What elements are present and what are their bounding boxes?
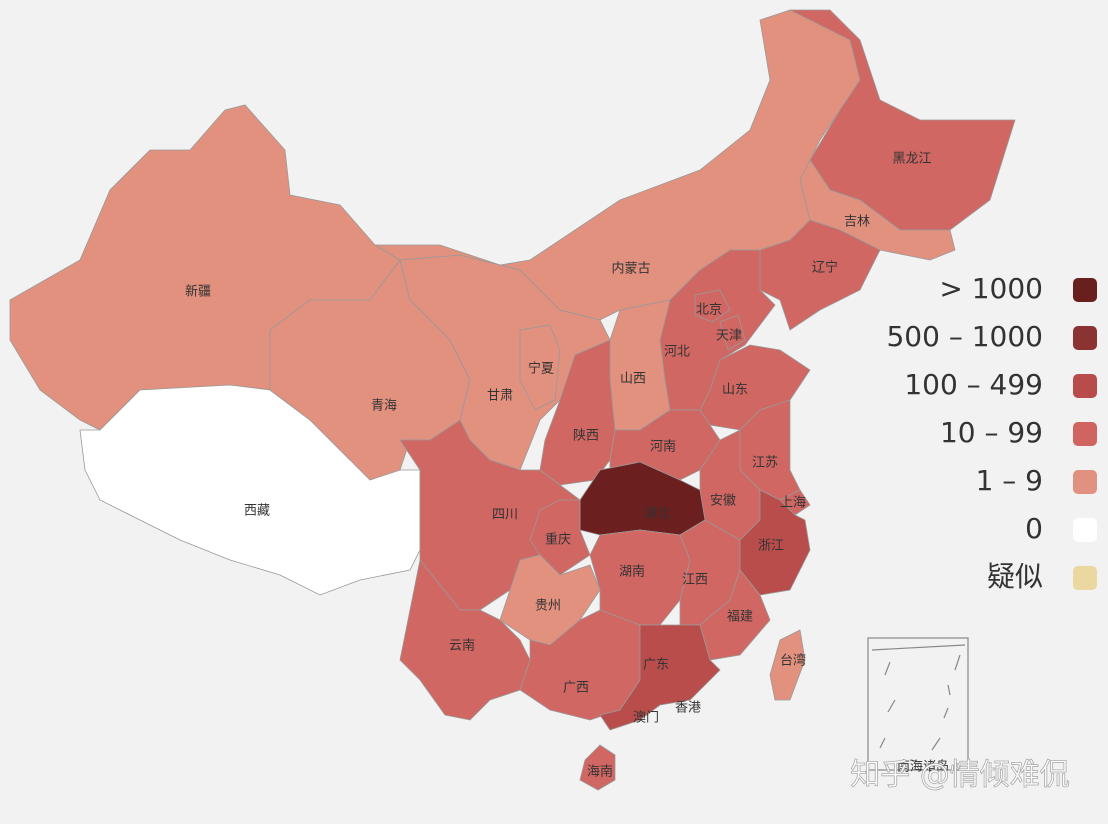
watermark: 知乎 @情倾难侃	[850, 758, 1070, 793]
region-label: 香港	[675, 701, 701, 716]
legend-label: 500 – 1000	[886, 320, 1043, 353]
inset-frame	[867, 637, 969, 771]
legend-swatch	[1073, 374, 1097, 398]
province-label: 西藏	[244, 504, 270, 519]
province-label: 北京	[696, 303, 722, 318]
legend-label: 10 – 99	[940, 416, 1043, 449]
province-label: 河南	[650, 439, 676, 455]
province-label: 黑龙江	[892, 152, 931, 167]
province	[399, 559, 531, 721]
province-label: 宁夏	[528, 361, 554, 377]
legend-swatch	[1073, 422, 1097, 446]
province	[519, 324, 561, 411]
legend-swatch	[1073, 518, 1097, 542]
province-label: 四川	[492, 508, 518, 523]
province	[769, 629, 806, 701]
south-sea-inset	[867, 637, 969, 771]
province-label: 青海	[371, 399, 397, 414]
legend: > 1000 500 – 1000 100 – 499 10 – 99 1 – 9 0 疑似	[886, 272, 1097, 593]
province	[609, 299, 671, 431]
province-label: 内蒙古	[611, 261, 650, 277]
province	[719, 314, 746, 351]
province-label: 江苏	[752, 455, 778, 471]
province-label: 新疆	[185, 284, 211, 300]
legend-label: 0	[1025, 512, 1043, 545]
provinces	[9, 9, 1016, 791]
province-label: 甘肃	[487, 389, 513, 404]
province-label: 安徽	[710, 494, 736, 509]
province-label: 浙江	[758, 539, 784, 554]
province	[694, 289, 731, 323]
province-label: 贵州	[535, 599, 561, 614]
province-label: 山西	[620, 372, 646, 387]
province-label: 广西	[563, 681, 589, 696]
province-label: 重庆	[545, 532, 571, 548]
legend-label: 疑似	[987, 560, 1043, 593]
province	[599, 624, 721, 731]
legend-label: 100 – 499	[904, 368, 1043, 401]
province-label: 山东	[722, 383, 748, 398]
province-label: 陕西	[573, 429, 599, 444]
province-label: 辽宁	[812, 260, 838, 276]
legend-label: > 1000	[939, 272, 1043, 305]
province	[699, 569, 771, 661]
province-label: 湖北	[644, 507, 670, 522]
legend-label: 1 – 9	[976, 464, 1043, 497]
province-label: 湖南	[619, 564, 645, 580]
legend-swatch	[1073, 470, 1097, 494]
province-label: 天津	[716, 329, 742, 344]
province-label: 江西	[682, 573, 708, 588]
region-label: 澳门	[633, 710, 659, 726]
legend-swatch	[1073, 278, 1097, 302]
province-label: 云南	[449, 638, 475, 654]
province-label: 台湾	[780, 653, 806, 669]
province-label: 福建	[727, 610, 753, 625]
legend-swatch	[1073, 566, 1097, 590]
province	[579, 744, 616, 791]
province-label: 上海	[780, 496, 806, 511]
province	[79, 384, 421, 596]
province-label: 吉林	[844, 215, 870, 230]
province	[759, 219, 881, 331]
inset-islands	[871, 644, 966, 763]
province-label: 河北	[664, 345, 690, 360]
legend-swatch	[1073, 326, 1097, 350]
province-label: 海南	[587, 764, 613, 780]
inset-label: 南海诸岛	[897, 759, 949, 775]
province-label: 广东	[643, 658, 669, 673]
